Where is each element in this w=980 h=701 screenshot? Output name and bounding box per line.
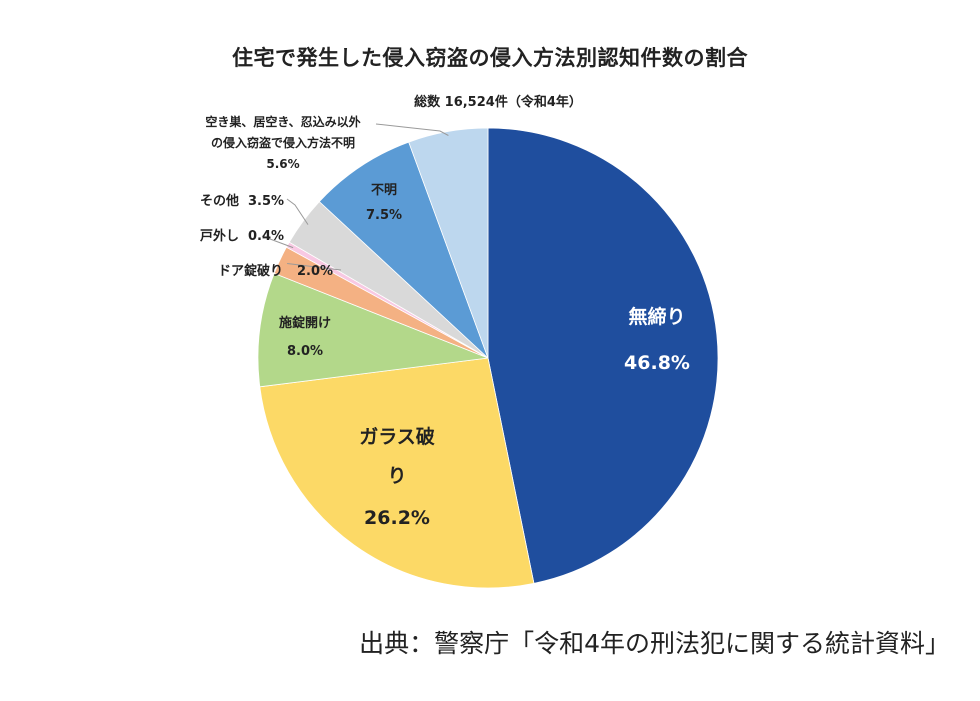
- slice-label-tobukuro: 戸外し: [200, 228, 239, 244]
- slice-label-glass-line1: ガラス破: [359, 426, 435, 448]
- pie-slice-fumei: [318, 141, 489, 359]
- leader-line-sonota: [286, 198, 309, 225]
- pie-slice-glass: [259, 357, 535, 589]
- leader-line-door: [287, 263, 342, 271]
- pie-slice-muji: [487, 127, 719, 584]
- source-note: 出典：警察庁「令和4年の刑法犯に関する統計資料」: [359, 629, 950, 658]
- slice-label-door: ドア錠破り: [218, 263, 283, 279]
- slice-label-akisu-line1: 空き巣、居空き、忍込み以外: [205, 114, 360, 129]
- leader-line-tobukuro: [261, 235, 294, 249]
- leader-line-akisu: [375, 123, 449, 136]
- slice-value-sonota: 3.5%: [248, 194, 284, 209]
- slice-label-muji: 無締り: [628, 305, 685, 328]
- pie-slices: [257, 127, 719, 589]
- slice-label-sonota: その他: [200, 193, 239, 209]
- slice-value-muji: 46.8%: [624, 352, 690, 374]
- slice-value-akisu: 5.6%: [266, 157, 299, 171]
- slice-label-fumei: 不明: [371, 183, 397, 198]
- slice-value-fumei: 7.5%: [366, 208, 402, 223]
- slice-label-sejo: 施錠開け: [279, 315, 331, 331]
- pie-slice-sejo: [257, 272, 489, 388]
- slice-value-door: 2.0%: [297, 264, 333, 279]
- leader-lines: [261, 123, 449, 271]
- slice-value-glass: 26.2%: [364, 507, 430, 529]
- slice-label-akisu-line2: の侵入窃盗で侵入方法不明: [211, 135, 355, 150]
- slice-value-tobukuro: 0.4%: [248, 229, 284, 244]
- chart-title: 住宅で発生した侵入窃盗の侵入方法別認知件数の割合: [232, 46, 748, 70]
- slice-label-glass-line2: り: [387, 465, 406, 487]
- slice-value-sejo: 8.0%: [287, 344, 323, 359]
- chart-subtitle: 総数 16,524件（令和4年）: [414, 94, 582, 110]
- pie-slice-akisu: [408, 127, 489, 359]
